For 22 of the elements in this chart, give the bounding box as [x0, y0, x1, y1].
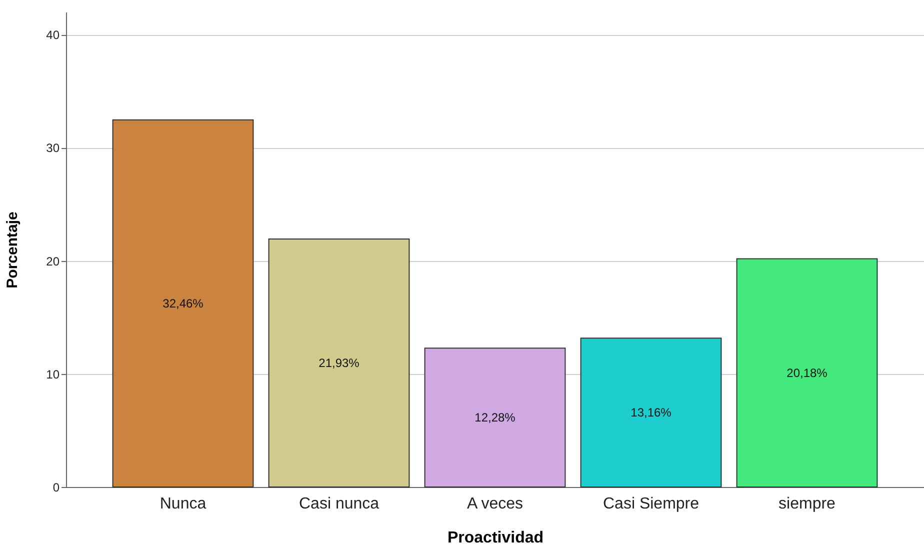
y-tick-label: 0 — [52, 480, 60, 494]
y-axis-title: Porcentaje — [4, 212, 22, 288]
bar — [424, 348, 566, 488]
x-tick-label: Nunca — [160, 496, 206, 512]
y-tick-label: 40 — [46, 28, 60, 42]
bar — [736, 258, 878, 488]
x-tick-label: Casi nunca — [298, 496, 380, 512]
y-tick-label: 30 — [46, 141, 60, 156]
bar — [580, 338, 722, 488]
x-axis-title: Proactividad — [447, 530, 544, 546]
y-tick-label: 20 — [46, 254, 60, 268]
data-label: 12,28% — [474, 410, 516, 425]
x-tick-label: A veces — [466, 496, 524, 512]
x-tick-label: siempre — [778, 496, 836, 512]
x-tick-label: Casi Siempre — [602, 496, 700, 512]
bar — [268, 238, 410, 488]
data-label: 32,46% — [162, 296, 204, 310]
y-tick-label: 10 — [46, 367, 60, 382]
data-label: 21,93% — [318, 356, 360, 370]
bar — [112, 119, 254, 488]
data-label: 13,16% — [630, 406, 672, 420]
data-label: 20,18% — [786, 366, 828, 380]
